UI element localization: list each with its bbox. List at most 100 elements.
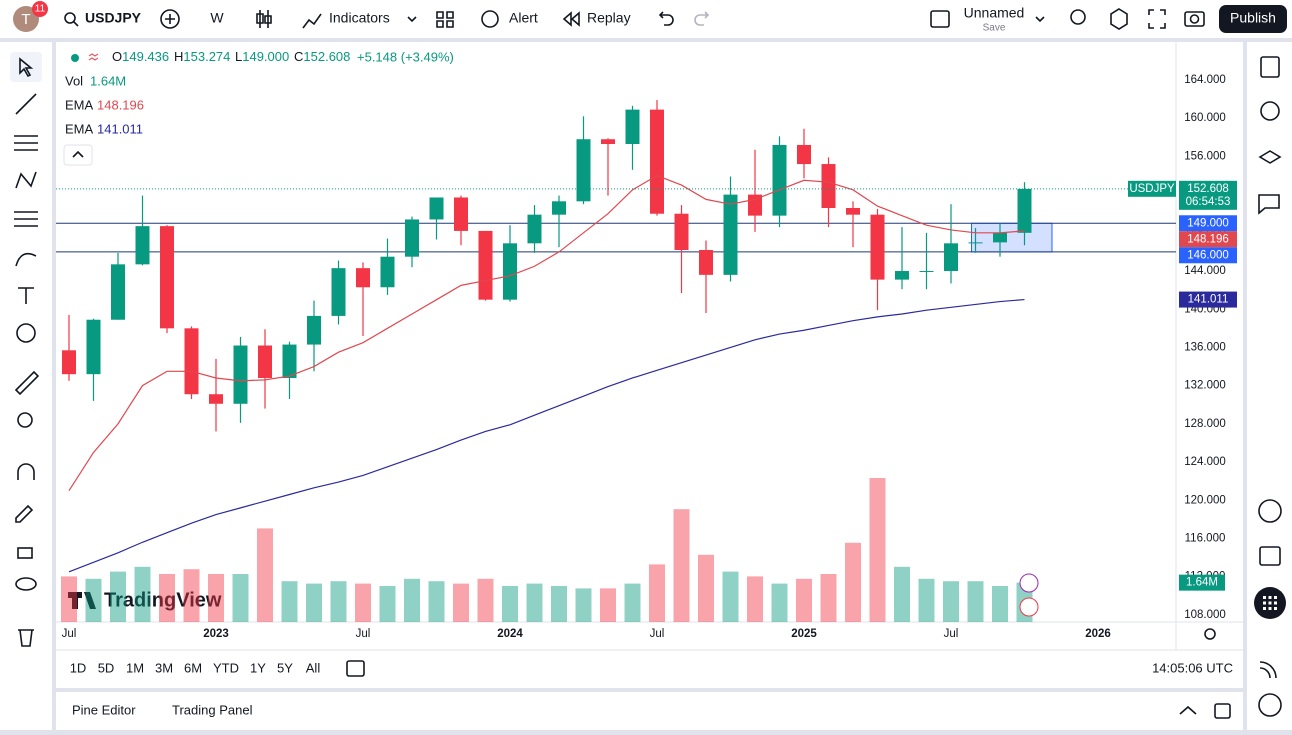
undo-button[interactable]: [658, 11, 674, 26]
timeframe-button[interactable]: YTD: [213, 660, 239, 675]
axis-settings[interactable]: [1204, 628, 1216, 640]
candle-body: [650, 109, 664, 214]
replay-button[interactable]: Replay: [587, 10, 631, 26]
chevron[interactable]: [1035, 16, 1045, 23]
avatar[interactable]: [13, 6, 39, 32]
hide-tool[interactable]: [15, 577, 37, 591]
timeframe-button[interactable]: 5D: [98, 660, 115, 675]
top-bar: [0, 0, 1292, 38]
maximize-panel[interactable]: [1214, 703, 1231, 719]
text-tool[interactable]: [18, 287, 34, 304]
volume-bar: [257, 528, 273, 622]
ruler-tool[interactable]: [14, 370, 40, 396]
timeframe-button[interactable]: 6M: [184, 660, 202, 675]
expand-panel[interactable]: [1179, 705, 1197, 715]
candle-body: [209, 394, 223, 404]
redo-button[interactable]: [694, 11, 710, 26]
symbol-tag-text: USDJPY: [1129, 183, 1175, 195]
trading-panel-tab[interactable]: Trading Panel: [172, 702, 253, 717]
calendar-button[interactable]: [1259, 546, 1281, 566]
pine-editor-tab[interactable]: Pine Editor: [72, 702, 136, 717]
fullscreen-button[interactable]: [1148, 9, 1166, 29]
timeframe-button[interactable]: 1M: [126, 660, 144, 675]
volume-bar: [110, 571, 126, 622]
ema-line: [68, 298, 1025, 573]
targets-button[interactable]: [1258, 499, 1282, 523]
x-tick-label: Jul: [650, 628, 665, 640]
timeframe-button[interactable]: 1Y: [250, 660, 266, 675]
price-tag-text: 149.000: [1187, 217, 1229, 229]
search-icon[interactable]: [64, 12, 76, 24]
clock[interactable]: 14:05:06 UTC: [1152, 660, 1233, 675]
chevron[interactable]: [407, 16, 417, 23]
snapshot-button[interactable]: [1184, 11, 1205, 27]
volume-bar: [330, 581, 347, 622]
volume-bar: [183, 569, 200, 622]
ohlc-value: 153.274: [183, 49, 230, 64]
watermark-logo: [68, 592, 96, 609]
collapse-legend[interactable]: [63, 144, 93, 166]
alert-button[interactable]: Alert: [509, 10, 538, 26]
help-button[interactable]: [1258, 693, 1282, 717]
y-tick-label: 136.000: [1184, 341, 1226, 353]
lock-tool[interactable]: [17, 547, 33, 559]
plot-area: [56, 100, 1176, 622]
y-tick-label: 156.000: [1184, 150, 1226, 162]
tool-selected: [10, 52, 42, 82]
save-label[interactable]: Save: [983, 23, 1006, 34]
timeframe-button[interactable]: 1D: [70, 660, 87, 675]
trendline-tool[interactable]: [15, 93, 37, 115]
market-status: [71, 54, 79, 62]
chart-panel: [56, 42, 1243, 688]
watermark: TradingView: [104, 589, 222, 611]
indicators-icon: [302, 13, 322, 29]
forecast-tool[interactable]: [14, 211, 38, 227]
ema-label: EMA: [65, 121, 94, 136]
publish-button[interactable]: [1219, 5, 1287, 33]
y-tick-label: 164.000: [1184, 74, 1226, 86]
watchlist-button[interactable]: [1260, 56, 1280, 78]
alerts-button[interactable]: [1260, 101, 1280, 121]
price-tag-text: 141.011: [1188, 294, 1229, 306]
lock-drawing-tool[interactable]: [15, 504, 34, 523]
compare-button[interactable]: [160, 9, 180, 29]
volume-bar: [85, 578, 102, 622]
signal-button[interactable]: [1259, 661, 1277, 679]
cursor-tool[interactable]: [19, 57, 34, 78]
layout-icon: [930, 10, 950, 28]
symbol[interactable]: USDJPY: [85, 10, 142, 26]
volume-tag-text: 1.64M: [1186, 577, 1218, 589]
layout-name[interactable]: Unnamed: [964, 5, 1025, 21]
timeframe-button[interactable]: 5Y: [277, 660, 293, 675]
interval[interactable]: W: [210, 10, 224, 26]
chart-type-button[interactable]: [256, 10, 272, 28]
ema-label: EMA: [65, 97, 94, 112]
magnet-tool[interactable]: [17, 463, 35, 480]
y-tick-label: 132.000: [1184, 380, 1226, 392]
chat-button[interactable]: [1258, 194, 1280, 215]
layers-button[interactable]: [1258, 150, 1282, 164]
pattern-tool[interactable]: [15, 171, 37, 189]
candle-body: [405, 219, 419, 257]
fib-tool[interactable]: [14, 135, 38, 151]
quick-search-button[interactable]: [1070, 9, 1086, 25]
volume-bar: [918, 578, 935, 622]
indicators-button[interactable]: Indicators: [329, 10, 390, 26]
series-layer: [56, 100, 1176, 622]
zoom-tool[interactable]: [17, 412, 33, 428]
emoji-tool[interactable]: [16, 323, 36, 343]
timeframe-button[interactable]: 3M: [155, 660, 173, 675]
settings-button[interactable]: [1110, 8, 1128, 30]
price-tag-text: 148.196: [1187, 233, 1229, 245]
timeframe-button[interactable]: All: [306, 660, 321, 675]
ohlc-change: +5.148 (+3.49%): [357, 49, 454, 64]
delete-tool[interactable]: [18, 629, 34, 647]
templates-button[interactable]: [436, 11, 454, 28]
goto-date-button[interactable]: [346, 660, 365, 677]
brush-tool[interactable]: [15, 252, 37, 267]
price-tag: [1179, 231, 1237, 248]
volume-bar: [943, 581, 959, 622]
volume-bar: [477, 578, 494, 622]
volume-bar: [747, 576, 763, 622]
